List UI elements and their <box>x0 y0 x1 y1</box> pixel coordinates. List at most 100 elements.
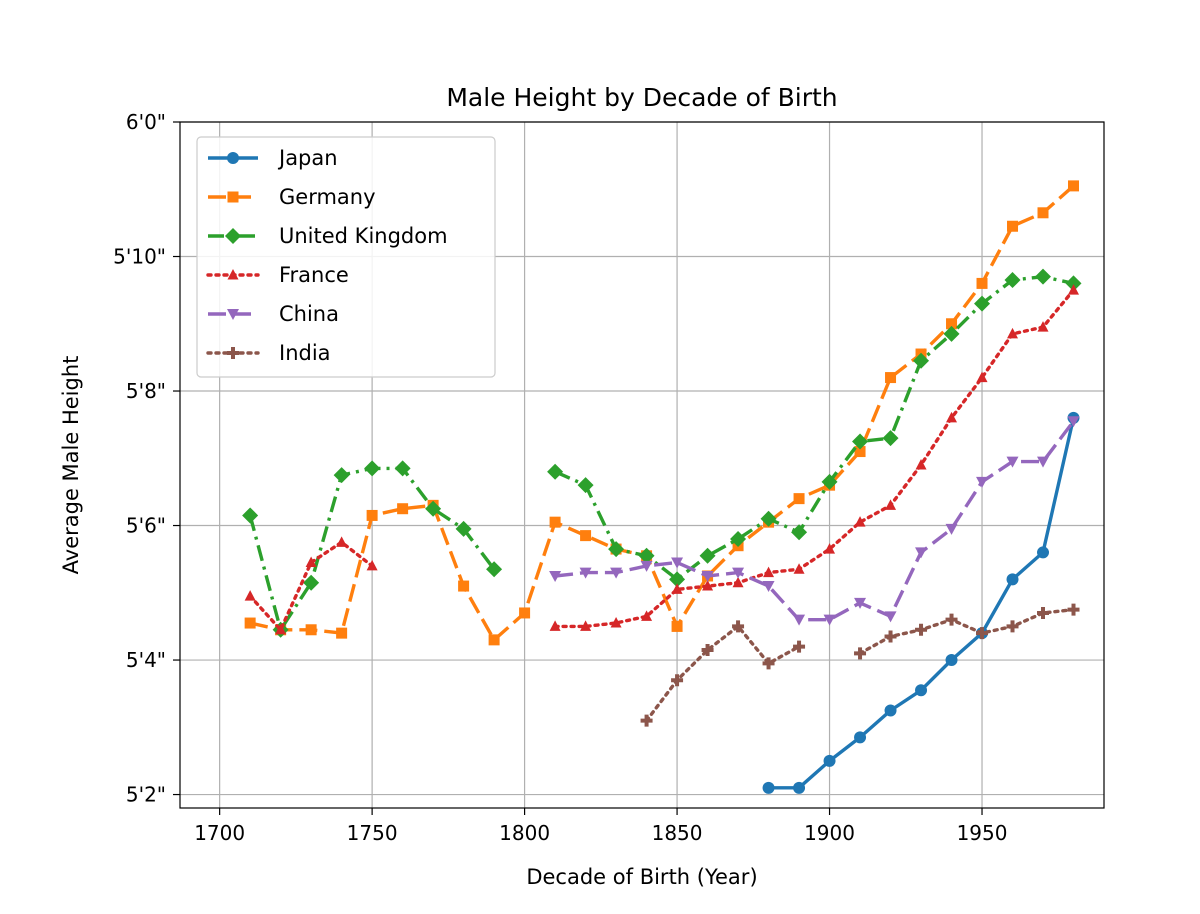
legend-box <box>196 136 496 378</box>
series-layer <box>242 180 1082 794</box>
data-point-germany <box>336 627 348 639</box>
data-point-india <box>915 623 928 636</box>
legend-marker-germany <box>227 191 239 203</box>
data-point-united-kingdom <box>242 507 259 524</box>
data-point-united-kingdom <box>821 473 838 490</box>
x-tick-label: 1950 <box>957 821 1008 845</box>
legend-entry-india: India <box>206 341 331 365</box>
data-point-germany <box>1068 180 1080 192</box>
data-point-united-kingdom <box>852 433 869 450</box>
axes: 1700 1750 1800 1850 1900 1950 5'2" 5'4" 5'6" 5'8"… <box>113 110 1007 845</box>
y-tick-label: 5'8" <box>126 379 166 403</box>
data-point-germany <box>793 493 805 505</box>
data-point-china <box>1067 416 1080 428</box>
legend-label: Germany <box>279 185 376 209</box>
data-point-united-kingdom <box>699 547 716 564</box>
data-point-india <box>1006 620 1019 633</box>
series-united-kingdom <box>242 268 1082 638</box>
data-point-india <box>854 647 867 660</box>
data-point-germany <box>244 617 256 629</box>
data-point-china <box>945 523 958 535</box>
data-point-china <box>732 567 745 579</box>
data-point-india <box>762 657 775 670</box>
chart-title: Male Height by Decade of Birth <box>446 83 837 112</box>
legend-label: India <box>279 341 331 365</box>
data-point-united-kingdom <box>364 460 381 477</box>
data-point-france <box>610 617 622 628</box>
data-point-france <box>580 620 592 631</box>
data-point-united-kingdom <box>394 460 411 477</box>
data-point-united-kingdom <box>730 530 747 547</box>
data-point-france <box>824 543 836 554</box>
data-point-france <box>885 499 897 510</box>
data-point-united-kingdom <box>913 352 930 369</box>
data-point-india <box>945 613 958 626</box>
data-point-united-kingdom <box>943 325 960 342</box>
data-point-germany <box>305 624 317 636</box>
legend-marker-india <box>227 347 239 359</box>
x-tick-label: 1900 <box>804 821 855 845</box>
data-point-china <box>793 614 806 626</box>
data-point-germany <box>488 634 500 646</box>
data-point-japan <box>1006 573 1019 586</box>
data-point-united-kingdom <box>1065 275 1082 292</box>
data-point-india <box>1067 603 1080 616</box>
y-tick-label: 5'2" <box>126 783 166 807</box>
data-point-united-kingdom <box>303 574 320 591</box>
legend-marker-united-kingdom <box>225 228 241 244</box>
data-point-germany <box>854 446 866 458</box>
data-point-germany <box>1037 207 1049 219</box>
legend-label: France <box>279 263 349 287</box>
data-point-japan <box>1037 546 1050 559</box>
data-point-germany <box>366 509 378 521</box>
data-point-united-kingdom <box>791 524 808 541</box>
data-point-germany <box>1007 220 1019 232</box>
y-tick-label: 5'6" <box>126 514 166 538</box>
data-point-china <box>854 597 867 609</box>
data-point-china <box>640 560 653 572</box>
legend-label: China <box>279 302 339 326</box>
data-point-france <box>702 580 714 591</box>
data-point-germany <box>580 530 592 542</box>
data-point-france <box>366 559 378 571</box>
data-point-france <box>641 610 653 621</box>
data-point-china <box>579 567 592 579</box>
data-point-china <box>823 614 836 626</box>
y-axis-label: Average Male Height <box>59 356 83 575</box>
data-point-china <box>762 581 775 593</box>
data-point-united-kingdom <box>669 571 686 588</box>
y-tick-label: 5'10" <box>113 245 166 269</box>
data-point-united-kingdom <box>455 520 472 537</box>
legend-entry-germany: Germany <box>208 185 376 209</box>
data-point-france <box>793 563 805 574</box>
data-point-germany <box>519 607 531 619</box>
data-point-united-kingdom <box>638 547 655 564</box>
data-point-united-kingdom <box>1035 268 1052 285</box>
data-point-india <box>671 674 684 687</box>
data-point-japan <box>793 781 806 794</box>
data-point-france <box>854 516 866 527</box>
data-point-united-kingdom <box>882 430 899 447</box>
data-point-germany <box>458 580 470 592</box>
data-point-united-kingdom <box>974 295 991 312</box>
series-france <box>244 284 1080 635</box>
legend-entry-united-kingdom: United Kingdom <box>208 224 448 248</box>
legend-entry-japan: Japan <box>208 146 338 170</box>
data-point-india <box>732 620 745 633</box>
legend-label: United Kingdom <box>279 224 448 248</box>
data-point-japan <box>823 754 836 767</box>
data-point-france <box>671 583 683 594</box>
data-point-united-kingdom <box>547 463 564 480</box>
data-point-france <box>763 566 775 578</box>
series-line-germany <box>249 184 1075 642</box>
data-point-france <box>946 411 958 423</box>
data-point-japan <box>915 684 928 697</box>
series-line-india <box>644 624 801 723</box>
legend-marker-china <box>227 309 239 320</box>
data-point-china <box>549 570 562 582</box>
legend-marker-japan <box>227 152 239 164</box>
data-point-france <box>244 590 256 601</box>
data-point-united-kingdom <box>486 561 503 578</box>
data-point-united-kingdom <box>760 510 777 527</box>
